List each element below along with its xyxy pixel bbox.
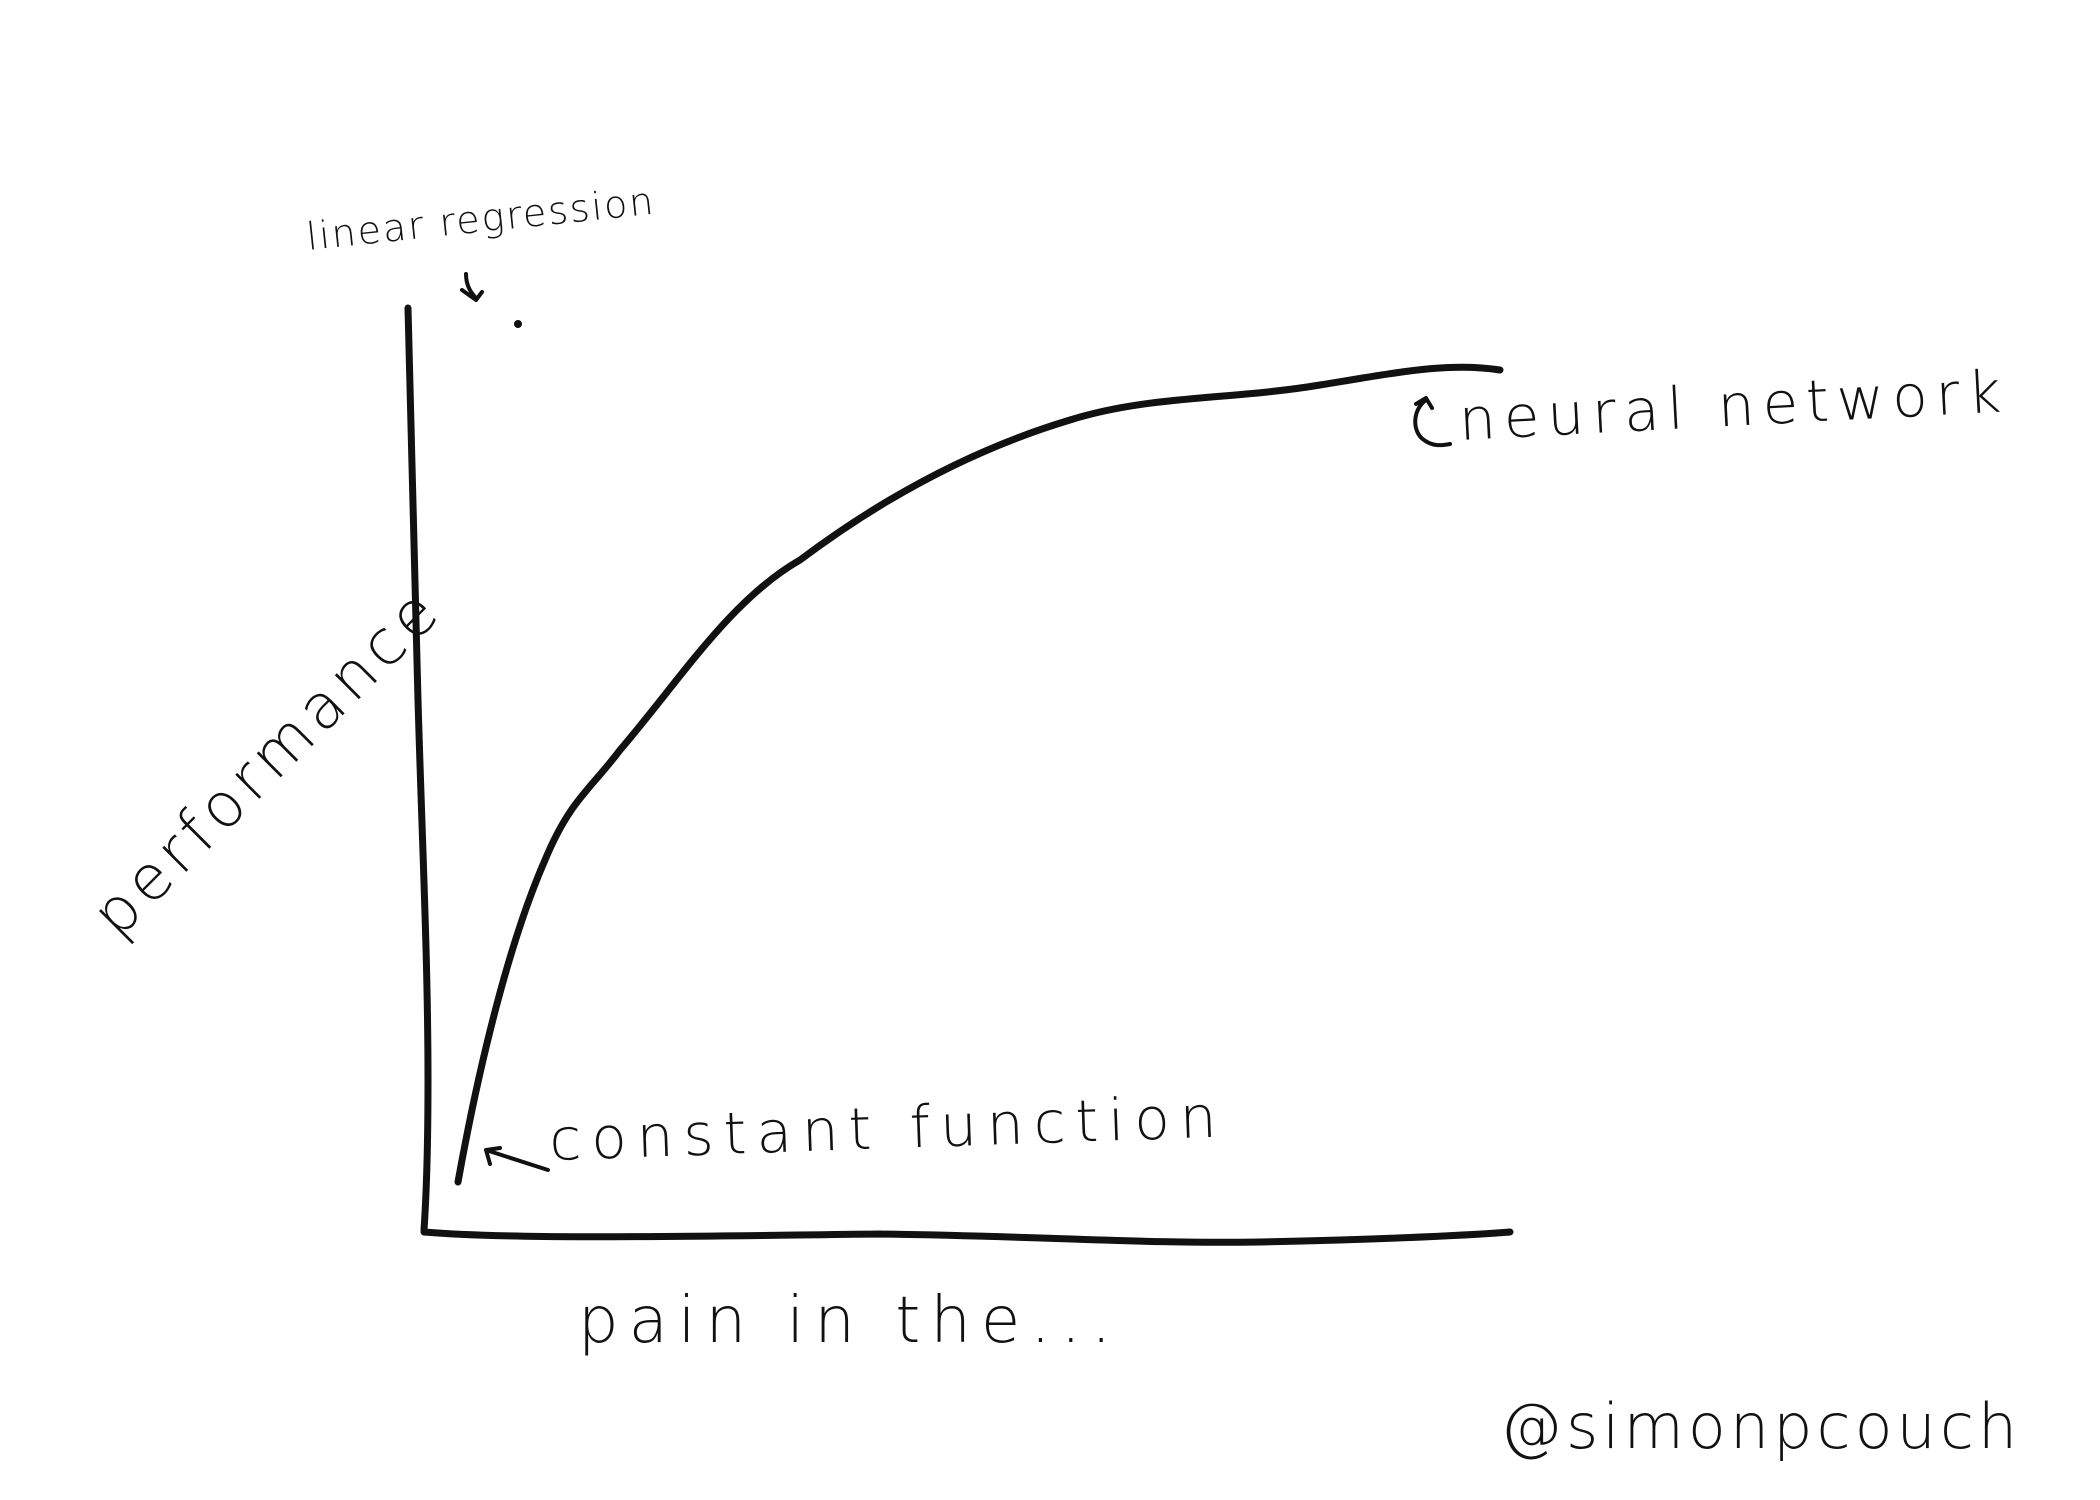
constant-function-label: constant function (548, 1082, 1227, 1174)
y-axis-label: performance (77, 572, 456, 951)
neural-network-arrow-icon (1413, 396, 1452, 448)
tradeoff-curve (454, 363, 1504, 1186)
linear-regression-label: linear regression (304, 179, 657, 259)
constant-function-arrow-icon (484, 1146, 550, 1172)
y-axis-line (404, 304, 432, 1234)
linear-regression-point (514, 320, 522, 328)
author-signature: @simonpcouch (1500, 1390, 2021, 1463)
x-axis-label: pain in the... (578, 1284, 1121, 1358)
x-axis-line (420, 1228, 1514, 1246)
neural-network-label: neural network (1457, 357, 2010, 454)
linear-regression-arrow-icon (460, 272, 484, 302)
